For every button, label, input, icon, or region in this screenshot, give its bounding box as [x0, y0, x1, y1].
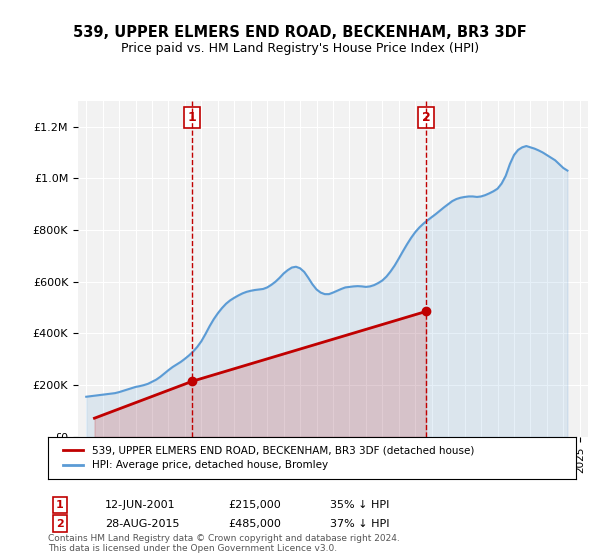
Text: 35% ↓ HPI: 35% ↓ HPI	[330, 500, 389, 510]
Legend: 539, UPPER ELMERS END ROAD, BECKENHAM, BR3 3DF (detached house), HPI: Average pr: 539, UPPER ELMERS END ROAD, BECKENHAM, B…	[58, 441, 478, 474]
Text: £215,000: £215,000	[228, 500, 281, 510]
Text: £485,000: £485,000	[228, 519, 281, 529]
Text: 539, UPPER ELMERS END ROAD, BECKENHAM, BR3 3DF: 539, UPPER ELMERS END ROAD, BECKENHAM, B…	[73, 25, 527, 40]
Text: 2: 2	[422, 111, 430, 124]
Text: 1: 1	[188, 111, 197, 124]
Text: 28-AUG-2015: 28-AUG-2015	[105, 519, 179, 529]
Text: Price paid vs. HM Land Registry's House Price Index (HPI): Price paid vs. HM Land Registry's House …	[121, 42, 479, 55]
Text: Contains HM Land Registry data © Crown copyright and database right 2024.
This d: Contains HM Land Registry data © Crown c…	[48, 534, 400, 553]
Text: 12-JUN-2001: 12-JUN-2001	[105, 500, 176, 510]
Text: 2: 2	[56, 519, 64, 529]
Text: 1: 1	[56, 500, 64, 510]
Text: 37% ↓ HPI: 37% ↓ HPI	[330, 519, 389, 529]
